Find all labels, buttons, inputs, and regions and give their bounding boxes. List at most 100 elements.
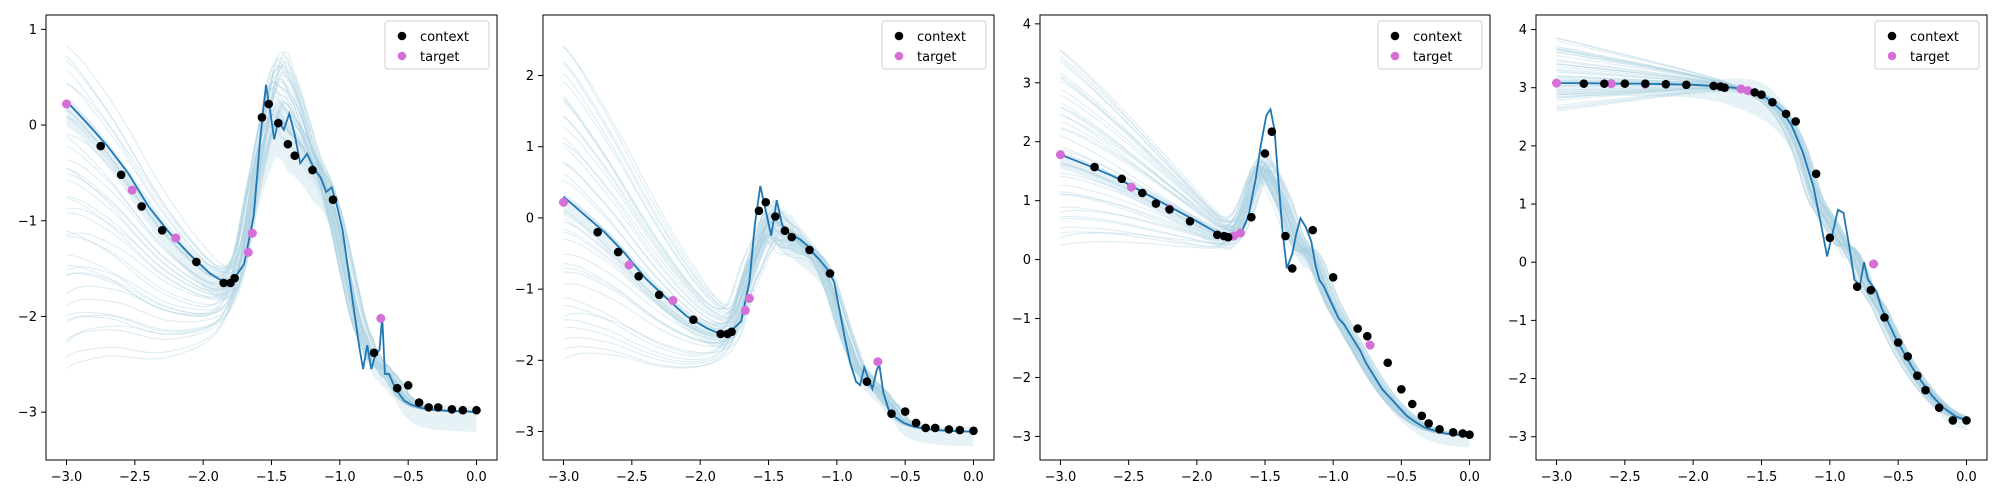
uncertainty-band (1060, 147, 1470, 448)
context-point (825, 269, 835, 278)
context-point (1948, 416, 1958, 425)
target-point (1869, 259, 1879, 269)
y-tick-label: 0 (526, 211, 534, 226)
sample-curve (563, 221, 974, 433)
context-point (1212, 230, 1222, 240)
sample-curve (1060, 149, 1470, 436)
legend-context-label: context (420, 30, 469, 45)
context-point (944, 425, 954, 434)
context-point (1424, 419, 1433, 428)
sample-curve (1060, 72, 1470, 437)
target-point (61, 99, 72, 109)
sample-curve (1060, 88, 1470, 436)
context-point (787, 232, 797, 242)
sample-curve (563, 224, 974, 433)
x-tick-label: −1.0 (1317, 470, 1349, 485)
context-point (257, 113, 267, 122)
legend-box (384, 20, 490, 70)
y-tick-label: 2 (1023, 135, 1031, 150)
context-point (1620, 79, 1630, 88)
sample-curve (1060, 163, 1470, 437)
y-tick-label: 1 (1519, 198, 1527, 213)
y-tick-label: −2 (1508, 372, 1527, 387)
target-point (1235, 228, 1246, 238)
context-point (1448, 427, 1458, 437)
sample-curve (66, 46, 477, 413)
x-tick-label: −1.5 (1249, 470, 1281, 485)
y-tick-label: 4 (1519, 23, 1527, 38)
sample-curve (1060, 102, 1470, 437)
sample-curve (66, 117, 477, 413)
sample-curve (66, 50, 477, 413)
subplot-3: −3.0 −2.5 −2.0 −1.5 −1.0 −0.5 0.0 −3 −2 −1 0 1 2 3 4 co… (1012, 14, 1491, 485)
context-point (1921, 385, 1930, 395)
legend-target-marker (1390, 51, 1400, 61)
sample-curve (66, 117, 477, 413)
y-tick-label: 2 (1519, 139, 1527, 154)
context-point (458, 405, 468, 415)
sample-curve (1060, 61, 1470, 437)
context-point (447, 404, 457, 414)
sample-curve (1060, 158, 1470, 436)
legend-context-label: context (1413, 30, 1462, 45)
sample-curve (563, 213, 974, 433)
x-tick-label: −1.0 (1814, 470, 1846, 485)
legend: context target (881, 20, 987, 70)
plot-area (1055, 49, 1474, 448)
sample-curve (563, 239, 974, 433)
uncertainty-band (1556, 78, 1967, 431)
x-tick-label: −2.5 (119, 470, 151, 485)
target-point (740, 305, 750, 316)
context-point (403, 381, 413, 390)
context-point (593, 227, 602, 237)
legend-box (881, 20, 987, 70)
sample-curve (1060, 161, 1470, 436)
context-point (780, 226, 790, 236)
context-point (1720, 83, 1729, 93)
context-point (911, 418, 921, 428)
context-point (308, 165, 317, 175)
subplot-2: −3.0 −2.5 −2.0 −1.5 −1.0 −0.5 0.0 −3 −2 −1 0 1 2 cont… (515, 14, 995, 485)
sample-curve (1060, 80, 1470, 436)
x-tick-label: −3.0 (1045, 470, 1077, 485)
legend-target-marker (397, 51, 407, 61)
context-point (930, 423, 940, 433)
sample-curve (1060, 77, 1470, 437)
sample-curve (1060, 114, 1470, 436)
context-point (1903, 352, 1913, 361)
sample-curve (1060, 49, 1470, 436)
legend-target-label: target (917, 50, 957, 65)
context-point (1362, 331, 1372, 341)
target-point (247, 228, 257, 238)
axes-frame (1039, 14, 1491, 461)
sample-curve (563, 226, 974, 433)
legend: context target (384, 20, 490, 70)
plot-area (558, 44, 978, 447)
sample-curve (1556, 90, 1967, 421)
y-tick-label: 3 (1023, 76, 1031, 91)
sample-curve (1060, 50, 1470, 437)
context-point (1090, 162, 1099, 172)
sample-curve (1060, 75, 1470, 437)
legend-box (1377, 20, 1483, 70)
sample-curve (563, 208, 974, 433)
x-tick-label: −2.0 (1181, 470, 1213, 485)
y-tick-label: −3 (1508, 430, 1527, 445)
context-point (283, 139, 293, 149)
x-tick-label: 0.0 (963, 470, 984, 485)
context-point (900, 407, 910, 416)
sample-curve (1060, 128, 1470, 436)
context-point (424, 403, 433, 412)
y-tick-label: 4 (1023, 17, 1031, 32)
legend-target-label: target (420, 50, 460, 65)
context-point (754, 206, 764, 216)
x-tick-label: −3.0 (1541, 470, 1573, 485)
context-point (761, 197, 771, 207)
sample-curve (66, 107, 477, 413)
legend: context target (1377, 20, 1483, 70)
context-point (1260, 149, 1270, 158)
context-point (219, 278, 228, 288)
sample-curve (1060, 165, 1470, 436)
sample-curve (1060, 174, 1470, 436)
legend-target-label: target (1413, 50, 1453, 65)
